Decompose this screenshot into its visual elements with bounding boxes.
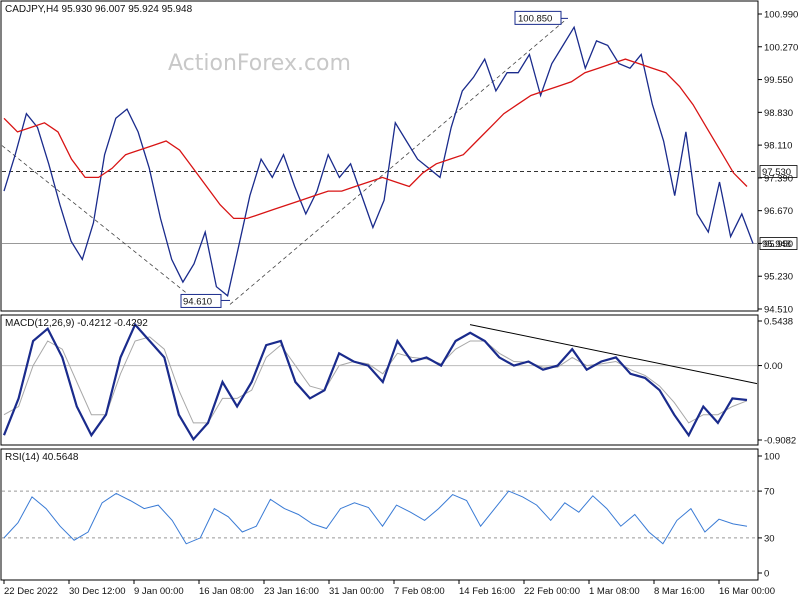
price-y-tick-label: 98.110 [764,141,792,152]
price-panel-title: CADJPY,H4 95.930 96.007 95.924 95.948 [5,4,193,15]
trendline-down [1,145,191,297]
x-tick-label: 7 Feb 08:00 [394,586,445,597]
annotation-high-label: 100.850 [518,13,552,24]
macd-trendline-segment [469,324,758,385]
x-tick-label: 31 Jan 00:00 [329,586,384,597]
x-tick-label: 8 Mar 16:00 [654,586,705,597]
x-tick-label: 16 Jan 08:00 [199,586,254,597]
price-line [3,25,754,297]
rsi-panel-title: RSI(14) 40.5648 [5,452,79,463]
price-hline-label-box [759,165,798,178]
rsi-y-tick-label: 0 [764,569,769,580]
x-tick-label: 1 Mar 08:00 [589,586,640,597]
watermark-text: ActionForex.com [168,51,351,76]
price-y-tick-label: 94.510 [764,305,793,316]
price-y-tick-label: 98.830 [764,108,793,119]
x-tick-label: 16 Mar 00:00 [719,586,775,597]
macd-line [2,322,748,442]
price-y-tick-label: 99.550 [764,75,793,86]
price-y-tick-label: 95.230 [764,272,793,283]
rsi-series-group [3,490,748,545]
price-y-tick-label: 96.670 [764,206,793,217]
macd-trendline [469,324,758,385]
price-y-tick-label: 100.270 [764,42,798,53]
price-panel-frame [0,0,759,312]
rsi-y-tick-label: 30 [764,533,775,544]
macd-panel-frame [0,314,759,446]
price-hline-label: 95.948 [762,239,791,250]
macd-y-tick-label: -0.9082 [764,436,796,447]
price-y-tick-label: 97.390 [764,173,793,184]
rsi-y-axis: 100 70 30 0 [758,452,780,580]
rsi-y-tick-label: 100 [764,452,780,463]
macd-series-group [2,322,748,442]
moving-average-line [3,58,748,220]
macd-y-axis: 0.5438 0.00 -0.9082 [758,317,796,447]
annotation-low-label: 94.610 [183,296,212,307]
trendline-up [229,20,566,305]
price-horizontal-lines: 97.530 95.948 [2,165,798,250]
price-hline-label: 97.530 [762,167,791,178]
macd-panel-title: MACD(12,26,9) -0.4212 -0.4292 [5,318,148,329]
price-y-axis: 100.990 100.270 99.550 98.830 98.110 97.390 96… [758,10,798,316]
x-tick-label: 22 Dec 2022 [4,586,58,597]
macd-y-tick-label: 0.5438 [764,317,793,328]
price-annotations: 100.850 94.610 [180,10,568,308]
rsi-panel-frame [0,448,759,581]
rsi-y-tick-label: 70 [764,487,775,498]
price-y-tick-label: 95.950 [764,239,793,250]
x-axis: 22 Dec 2022 30 Dec 12:00 9 Jan 00:00 16 Jan… [3,580,775,597]
x-tick-label: 9 Jan 00:00 [134,586,184,597]
x-tick-label: 22 Feb 00:00 [524,586,580,597]
macd-y-tick-label: 0.00 [764,361,783,372]
x-tick-label: 14 Feb 16:00 [459,586,515,597]
x-tick-label: 30 Dec 12:00 [69,586,126,597]
x-tick-label: 23 Jan 16:00 [264,586,319,597]
price-trendlines [1,20,566,305]
price-series-group [3,25,754,297]
price-y-tick-label: 100.990 [764,10,798,21]
rsi-line [3,490,748,545]
